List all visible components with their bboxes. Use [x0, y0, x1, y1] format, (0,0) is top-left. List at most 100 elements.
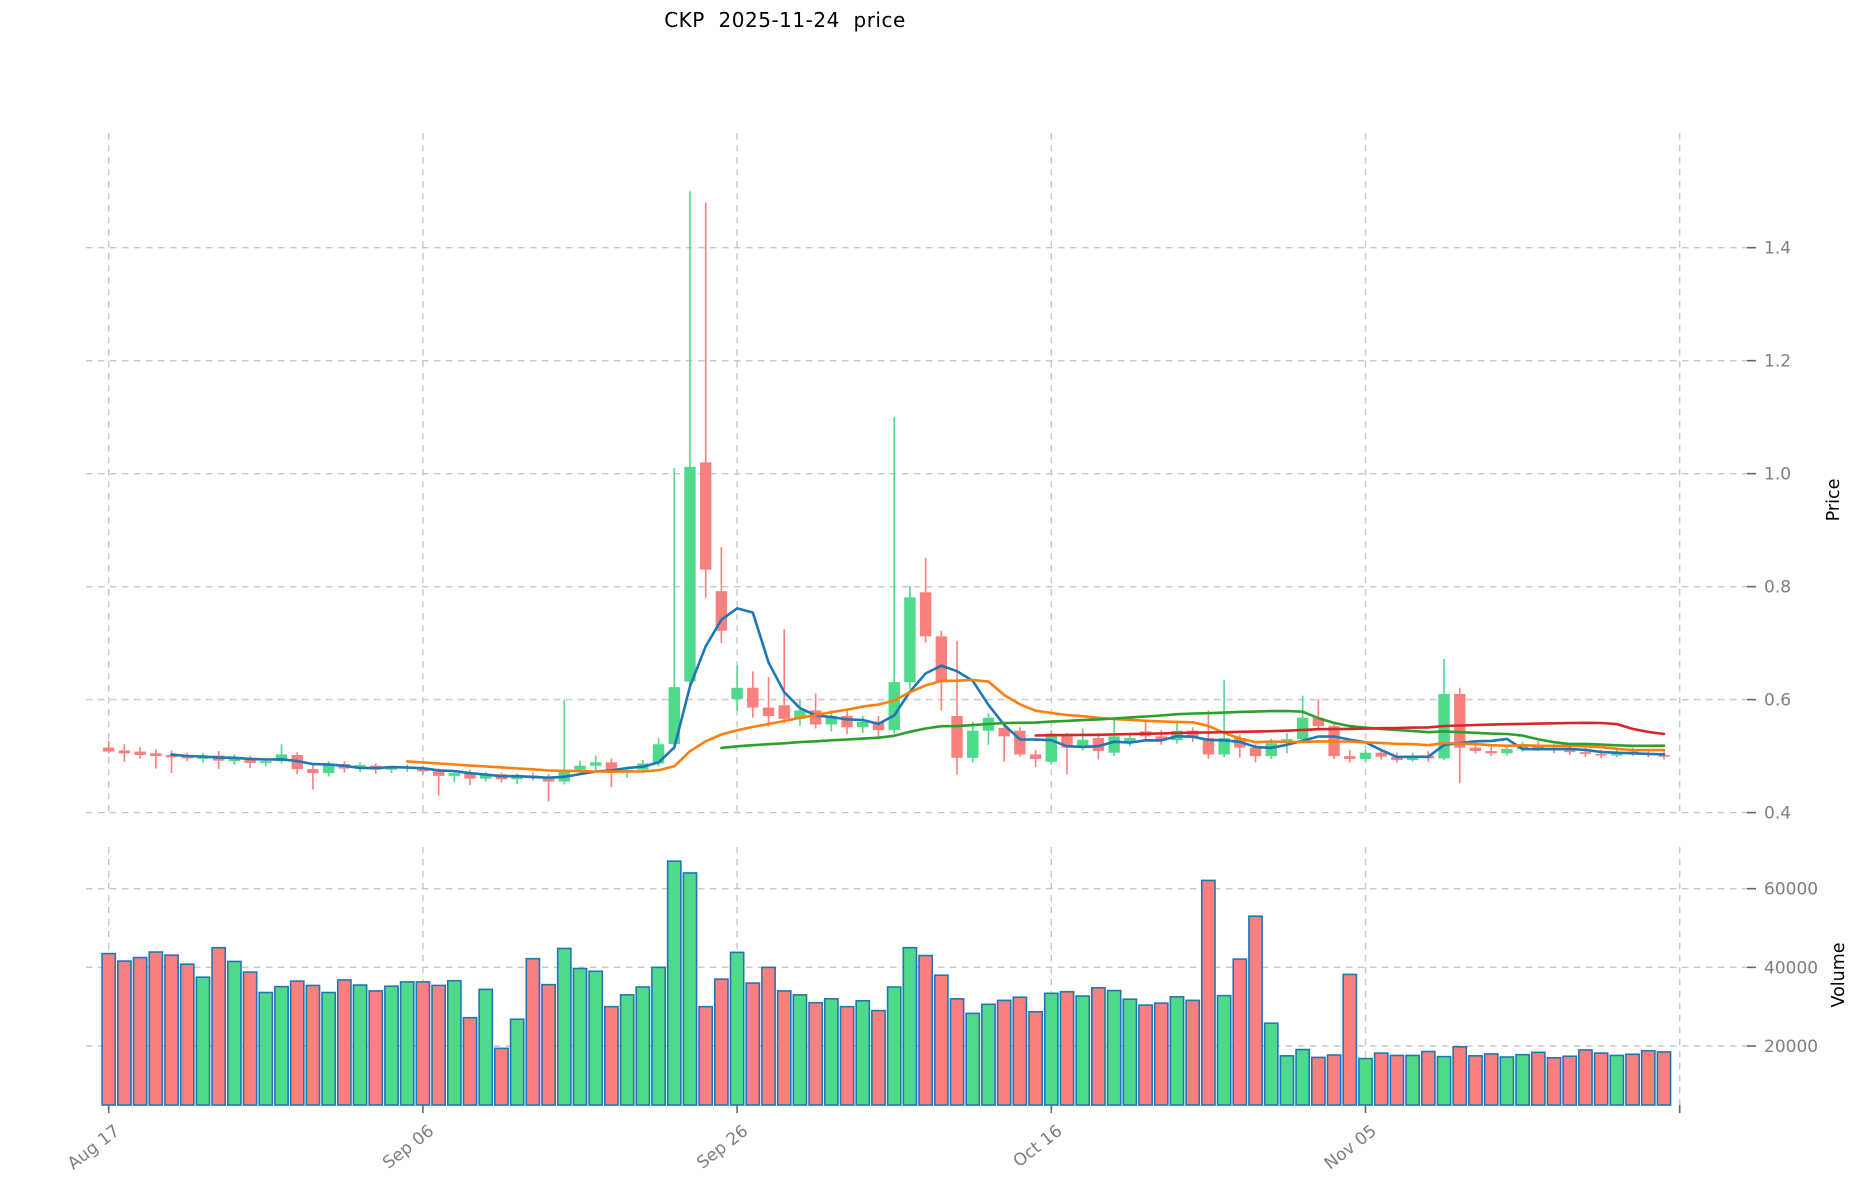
- volume-bar: [996, 999, 1012, 1106]
- candle-body: [134, 751, 146, 755]
- volume-bar: [1106, 989, 1122, 1106]
- candle-body: [1061, 736, 1073, 748]
- candle-body: [1014, 730, 1026, 755]
- candle-body: [605, 762, 618, 773]
- candle-body: [1579, 752, 1592, 754]
- volume-bar: [855, 999, 871, 1106]
- volume-bar: [368, 990, 384, 1106]
- candle-body: [1454, 693, 1466, 748]
- candle-body: [244, 757, 256, 763]
- volume-bar: [981, 1003, 996, 1106]
- mav-line-60: [1034, 721, 1666, 737]
- volume-bars: [101, 860, 1672, 1106]
- candle-body: [448, 773, 461, 776]
- candle-body: [1077, 739, 1089, 748]
- volume-tick-label: 40000: [1764, 958, 1818, 978]
- volume-bar: [494, 1047, 509, 1106]
- candle-body: [841, 716, 853, 728]
- mav-line-5: [170, 607, 1666, 780]
- price-tick-label: 1.2: [1764, 352, 1791, 372]
- candle-body: [872, 721, 885, 731]
- candle-body: [1296, 717, 1309, 740]
- volume-axis-title: Volume: [1829, 942, 1849, 1008]
- candle-body: [1202, 738, 1215, 755]
- candle-body: [1249, 747, 1262, 757]
- candle-body: [1595, 753, 1607, 756]
- volume-bar: [1389, 1054, 1405, 1106]
- volume-bar: [1122, 998, 1138, 1106]
- volume-bar: [666, 860, 682, 1106]
- volume-bar: [604, 1005, 619, 1106]
- candle-body: [260, 761, 272, 763]
- price-tick-label: 1.0: [1764, 465, 1791, 485]
- volume-bar: [682, 872, 698, 1106]
- candle-body: [118, 750, 131, 754]
- candle-body: [715, 591, 728, 631]
- volume-bar: [101, 952, 117, 1106]
- candle-body: [731, 687, 743, 700]
- candle-body: [951, 716, 963, 758]
- candles: [103, 191, 1670, 802]
- volume-bar: [933, 974, 949, 1106]
- candle-body: [322, 764, 335, 774]
- volume-bar: [415, 981, 431, 1106]
- volume-bar: [1232, 958, 1248, 1106]
- volume-bar: [776, 990, 792, 1106]
- candle-body: [652, 744, 665, 764]
- candle-body: [1344, 756, 1356, 759]
- candle-body: [1375, 752, 1387, 757]
- volume-bar: [619, 994, 635, 1106]
- volume-bar: [1138, 1004, 1153, 1106]
- candle-body: [935, 636, 948, 683]
- candle-body: [668, 687, 680, 745]
- volume-bar: [1153, 1002, 1169, 1106]
- volume-bar: [1420, 1050, 1436, 1106]
- candle-body: [1155, 736, 1167, 741]
- candle-body: [1312, 717, 1325, 727]
- volume-bar: [1201, 879, 1216, 1106]
- volume-bar: [1342, 973, 1358, 1106]
- x-tick-label: Oct 16: [1010, 1121, 1067, 1172]
- x-tick-label: Sep 06: [379, 1121, 438, 1173]
- candle-body: [417, 767, 429, 772]
- price-tick-label: 0.8: [1764, 578, 1791, 598]
- volume-bar: [305, 984, 321, 1106]
- volume-bar: [242, 971, 258, 1106]
- volume-bar: [556, 947, 572, 1106]
- volume-bar: [572, 967, 588, 1106]
- volume-bar: [541, 983, 556, 1106]
- candle-body: [762, 707, 775, 717]
- volume-bar: [1562, 1055, 1578, 1106]
- volume-bar: [1593, 1052, 1609, 1106]
- volume-bar: [431, 984, 447, 1106]
- volume-bar: [336, 979, 352, 1106]
- candle-body: [919, 592, 932, 637]
- candle-body: [464, 773, 476, 779]
- candle-body: [1485, 751, 1497, 754]
- candle-body: [1124, 738, 1136, 744]
- volume-bar: [446, 979, 462, 1106]
- volume-bar: [289, 980, 305, 1106]
- volume-bar: [352, 984, 368, 1106]
- candle-body: [825, 716, 838, 725]
- volume-bar: [1059, 990, 1075, 1106]
- volume-bar: [713, 978, 729, 1106]
- volume-bar: [1373, 1052, 1389, 1106]
- candle-body: [684, 466, 696, 682]
- volume-bar: [509, 1018, 525, 1106]
- candle-body: [542, 778, 555, 782]
- volume-bar: [1091, 986, 1106, 1106]
- candle-body: [103, 747, 115, 752]
- volume-bar: [1216, 994, 1232, 1106]
- volume-bar: [148, 951, 164, 1106]
- chart-title: CKP 2025-11-24 price: [664, 8, 906, 32]
- candle-body: [150, 753, 162, 757]
- candle-body: [432, 771, 445, 776]
- volume-bar: [1169, 996, 1185, 1106]
- x-tick-label: Sep 26: [693, 1121, 752, 1173]
- candle-body: [1658, 754, 1670, 757]
- volume-bar: [1405, 1054, 1421, 1106]
- candle-body: [165, 754, 178, 758]
- volume-bar: [462, 1016, 478, 1106]
